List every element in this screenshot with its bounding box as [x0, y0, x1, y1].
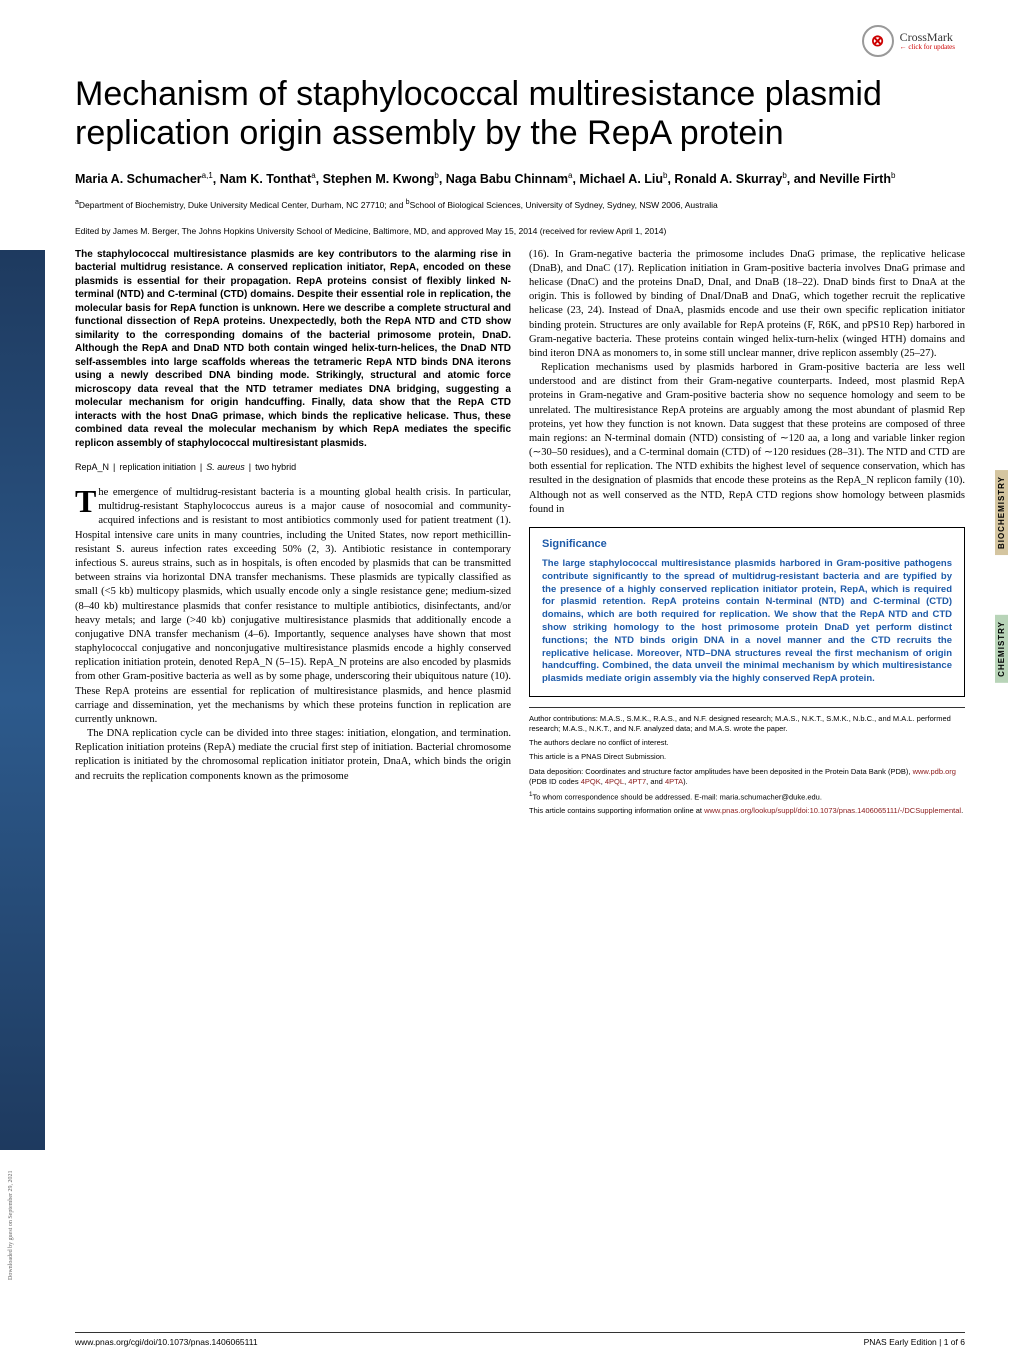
- footer-page: PNAS Early Edition | 1 of 6: [864, 1337, 965, 1347]
- p3: (16). In Gram-negative bacteria the prim…: [529, 248, 965, 361]
- label-biochemistry: BIOCHEMISTRY: [995, 470, 1008, 555]
- body-left: The emergence of multidrug-resistant bac…: [75, 486, 511, 784]
- article-title: Mechanism of staphylococcal multiresista…: [75, 75, 965, 153]
- code1[interactable]: 4PQK: [581, 777, 601, 786]
- fn-corr-text: To whom correspondence should be address…: [532, 792, 821, 801]
- crossmark-sub: ← click for updates: [900, 43, 955, 51]
- column-right: (16). In Gram-negative bacteria the prim…: [529, 248, 965, 821]
- crossmark-text: CrossMark ← click for updates: [900, 31, 955, 51]
- fn-data-text: Data deposition: Coordinates and structu…: [529, 767, 913, 776]
- body-right: (16). In Gram-negative bacteria the prim…: [529, 248, 965, 517]
- two-column-body: The staphylococcal multiresistance plasm…: [75, 248, 965, 821]
- fn-supp-text: This article contains supporting informa…: [529, 806, 704, 815]
- pdb-link[interactable]: www.pdb.org: [913, 767, 956, 776]
- download-note: Downloaded by guest on September 29, 202…: [8, 1260, 14, 1280]
- fn-data: Data deposition: Coordinates and structu…: [529, 767, 965, 787]
- significance-title: Significance: [542, 538, 952, 550]
- crossmark-badge[interactable]: ⊗ CrossMark ← click for updates: [862, 25, 955, 57]
- kw4: two hybrid: [255, 462, 296, 472]
- fn-conflict: The authors declare no conflict of inter…: [529, 738, 965, 748]
- page-footer: www.pnas.org/cgi/doi/10.1073/pnas.140606…: [75, 1332, 965, 1347]
- fn-data-codes: (PDB ID codes 4PQK, 4PQL, 4PT7, and 4PTA…: [529, 777, 688, 786]
- edited-by: Edited by James M. Berger, The Johns Hop…: [75, 226, 965, 236]
- column-left: The staphylococcal multiresistance plasm…: [75, 248, 511, 821]
- label-chemistry: CHEMISTRY: [995, 615, 1008, 683]
- code3[interactable]: 4PT7: [628, 777, 646, 786]
- pnas-sidebar-logo: [0, 250, 45, 1150]
- dropcap: T: [75, 488, 96, 515]
- section-labels: BIOCHEMISTRY CHEMISTRY: [995, 470, 1008, 683]
- code2[interactable]: 4PQL: [605, 777, 624, 786]
- footer-page-text: PNAS Early Edition | 1 of 6: [864, 1337, 965, 1347]
- significance-box: Significance The large staphylococcal mu…: [529, 527, 965, 697]
- abstract: The staphylococcal multiresistance plasm…: [75, 248, 511, 451]
- kw2: replication initiation: [119, 462, 196, 472]
- fn-direct: This article is a PNAS Direct Submission…: [529, 752, 965, 762]
- kw1: RepA_N: [75, 462, 109, 472]
- p1: he emergence of multidrug-resistant bact…: [75, 487, 511, 725]
- article-content: Mechanism of staphylococcal multiresista…: [75, 75, 965, 821]
- fn-correspondence: 1To whom correspondence should be addres…: [529, 791, 965, 803]
- fn-supplemental: This article contains supporting informa…: [529, 806, 965, 816]
- p2: The DNA replication cycle can be divided…: [75, 727, 511, 784]
- p4: Replication mechanisms used by plasmids …: [529, 361, 965, 517]
- affiliations: aDepartment of Biochemistry, Duke Univer…: [75, 198, 965, 211]
- page: Downloaded by guest on September 29, 202…: [0, 0, 1020, 1365]
- crossmark-label: CrossMark: [900, 31, 955, 43]
- supp-link[interactable]: www.pnas.org/lookup/suppl/doi:10.1073/pn…: [704, 806, 961, 815]
- footnotes: Author contributions: M.A.S., S.M.K., R.…: [529, 707, 965, 817]
- crossmark-icon: ⊗: [862, 25, 894, 57]
- fn-contributions: Author contributions: M.A.S., S.M.K., R.…: [529, 714, 965, 734]
- keywords: RepA_N|replication initiation|S. aureus|…: [75, 462, 511, 472]
- code4[interactable]: 4PTA: [665, 777, 683, 786]
- footer-doi[interactable]: www.pnas.org/cgi/doi/10.1073/pnas.140606…: [75, 1337, 258, 1347]
- authors: Maria A. Schumachera,1, Nam K. Tonthata,…: [75, 171, 965, 186]
- significance-body: The large staphylococcal multiresistance…: [542, 558, 952, 686]
- kw3: S. aureus: [206, 462, 245, 472]
